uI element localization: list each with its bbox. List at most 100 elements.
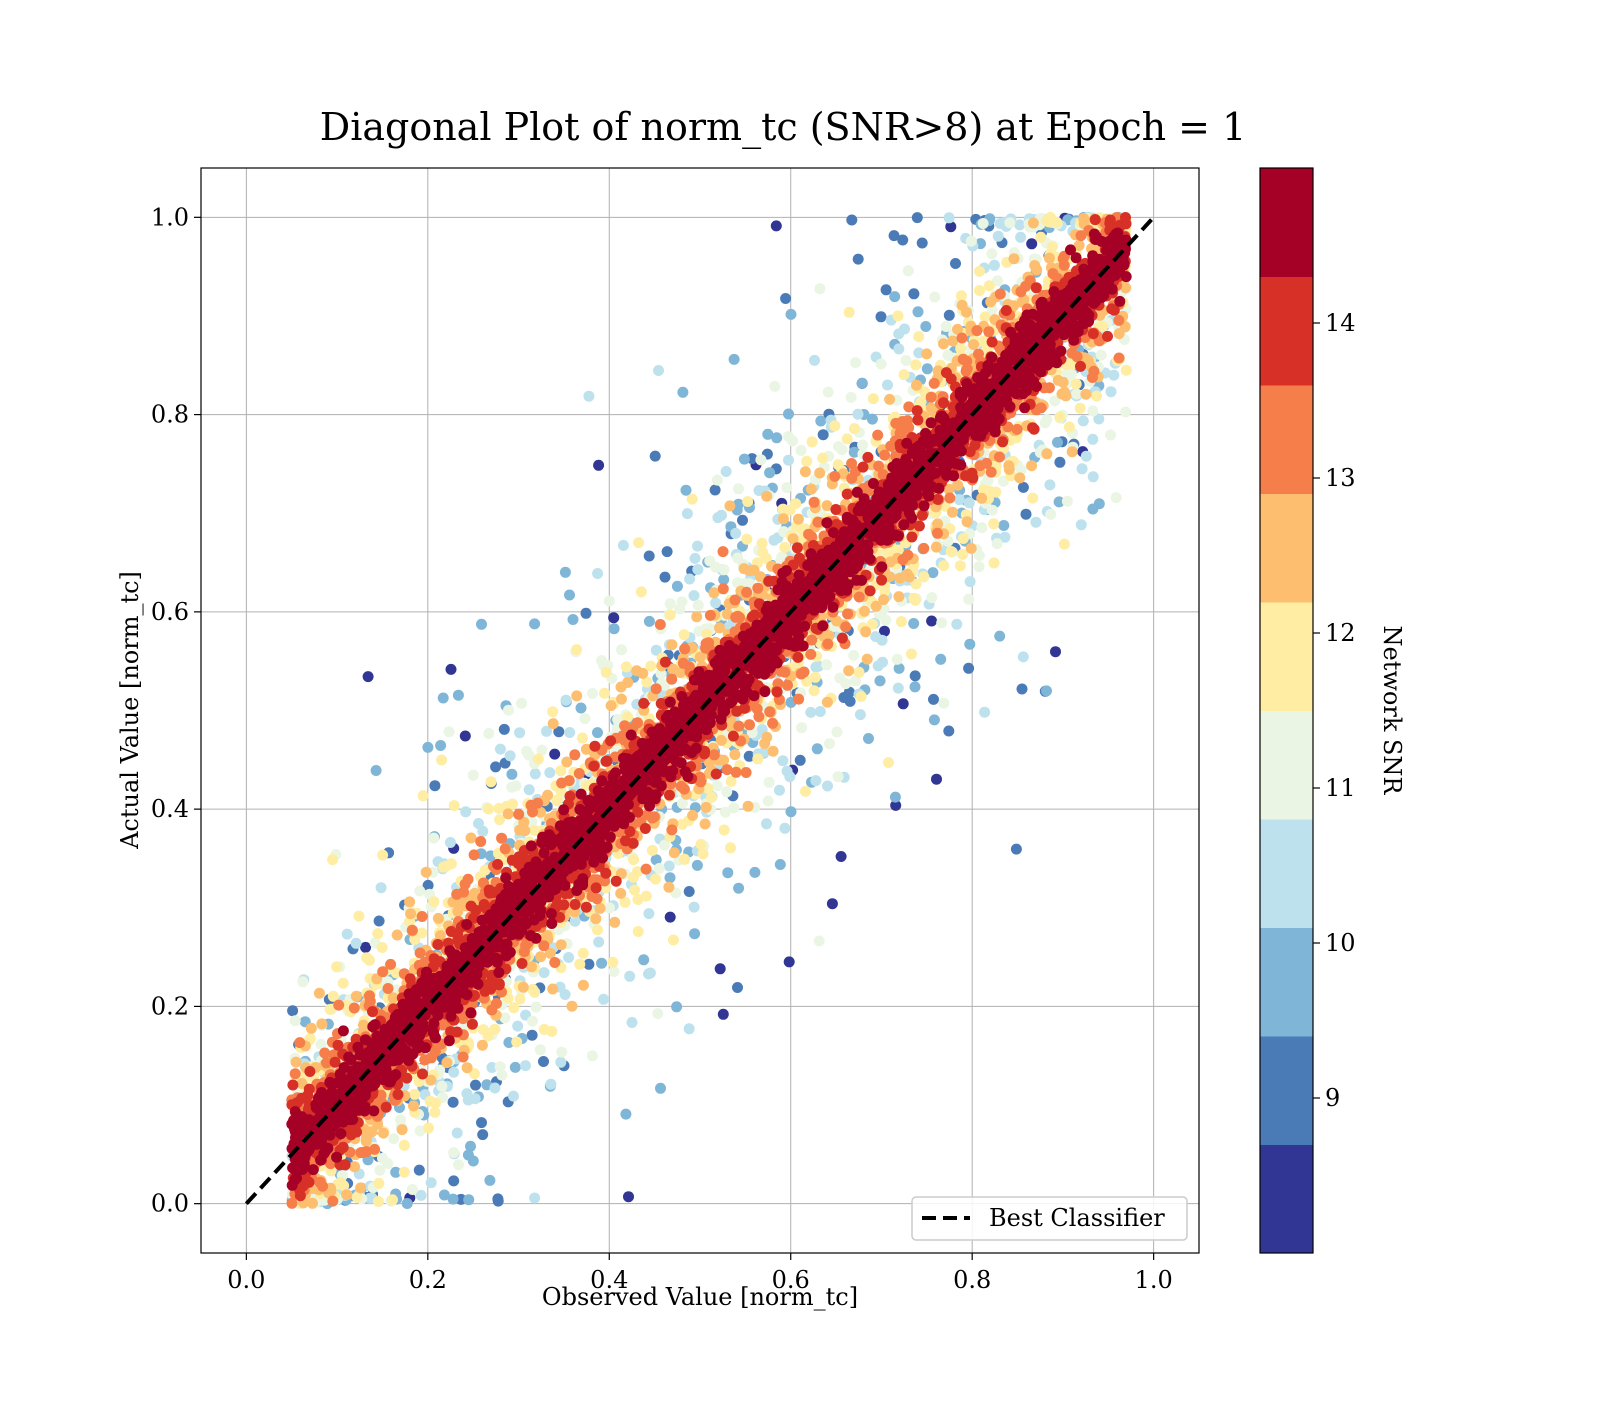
scatter-point (1051, 217, 1062, 228)
scatter-point (741, 587, 752, 598)
scatter-point (974, 266, 985, 277)
scatter-point (499, 724, 510, 735)
scatter-point (920, 321, 931, 332)
scatter-point (831, 727, 842, 738)
scatter-point (955, 560, 966, 571)
scatter-point (436, 755, 447, 766)
scatter-point (957, 333, 968, 344)
scatter-point (719, 825, 730, 836)
scatter-point (677, 387, 688, 398)
scatter-point (1076, 519, 1087, 530)
scatter-point (564, 590, 575, 601)
scatter-point (374, 1165, 385, 1176)
scatter-point (608, 612, 619, 623)
scatter-point (881, 284, 892, 295)
scatter-point (1050, 646, 1061, 657)
scatter-point (319, 1048, 330, 1059)
scatter-point (968, 339, 979, 350)
scatter-point (377, 850, 388, 861)
scatter-point (460, 879, 471, 890)
scatter-point (1077, 463, 1088, 474)
scatter-point (1114, 353, 1125, 364)
scatter-point (763, 796, 774, 807)
scatter-point (549, 749, 560, 760)
scatter-point (349, 1003, 360, 1014)
scatter-point (889, 291, 900, 302)
scatter-point (957, 300, 968, 311)
scatter-point (512, 1021, 523, 1032)
scatter-point (946, 546, 957, 557)
scatter-point (439, 1190, 450, 1201)
scatter-point (846, 392, 857, 403)
scatter-point (941, 321, 952, 332)
scatter-point (962, 516, 973, 527)
scatter-point (360, 942, 371, 953)
scatter-point (689, 928, 700, 939)
scatter-point (988, 518, 999, 529)
scatter-point (938, 338, 949, 349)
scatter-point (935, 654, 946, 665)
scatter-point (655, 619, 666, 630)
scatter-point (761, 491, 772, 502)
scatter-point (515, 994, 526, 1005)
scatter-point (902, 550, 913, 561)
scatter-point (664, 861, 675, 872)
scatter-point (449, 800, 460, 811)
scatter-point (606, 700, 617, 711)
scatter-point (724, 500, 735, 511)
scatter-point (712, 780, 723, 791)
scatter-point (529, 618, 540, 629)
scatter-point (691, 611, 702, 622)
scatter-point (931, 542, 942, 553)
scatter-point (823, 387, 834, 398)
scatter-point (535, 1044, 546, 1055)
scatter-point (690, 553, 701, 564)
scatter-point (712, 475, 723, 486)
scatter-point (1106, 386, 1117, 397)
scatter-point (793, 694, 804, 705)
scatter-point (620, 1109, 631, 1120)
scatter-point (392, 930, 403, 941)
scatter-point (815, 706, 826, 717)
scatter-point (687, 494, 698, 505)
scatter-point (893, 591, 904, 602)
scatter-point (486, 776, 497, 787)
scatter-point (357, 1147, 368, 1158)
scatter-point (568, 614, 579, 625)
scatter-point (521, 746, 532, 757)
scatter-point (415, 948, 426, 959)
scatter-point (327, 854, 338, 865)
scatter-point (469, 849, 480, 860)
scatter-point (578, 948, 589, 959)
scatter-point (477, 1040, 488, 1051)
scatter-point (571, 690, 582, 701)
scatter-point (913, 306, 924, 317)
scatter-point (910, 359, 921, 370)
scatter-point (679, 854, 690, 865)
scatter-point (812, 743, 823, 754)
scatter-point (505, 750, 516, 761)
scatter-point (1044, 253, 1055, 264)
scatter-point (460, 731, 471, 742)
scatter-point (1014, 472, 1025, 483)
scatter-point (725, 842, 736, 853)
scatter-point (780, 293, 791, 304)
scatter-point (681, 485, 692, 496)
scatter-point (622, 677, 633, 688)
scatter-point (692, 564, 703, 575)
scatter-point (709, 749, 720, 760)
scatter-point (908, 288, 919, 299)
scatter-point (872, 430, 883, 441)
scatter-point (649, 811, 660, 822)
scatter-point (853, 254, 864, 265)
scatter-point (795, 755, 806, 766)
scatter-point (701, 802, 712, 813)
scatter-point (868, 393, 879, 404)
scatter-point (932, 528, 943, 539)
scatter-point (844, 307, 855, 318)
scatter-point (741, 767, 752, 778)
scatter-point (372, 928, 383, 939)
scatter-point (1041, 685, 1052, 696)
scatter-point (893, 310, 904, 321)
scatter-point (854, 667, 865, 678)
